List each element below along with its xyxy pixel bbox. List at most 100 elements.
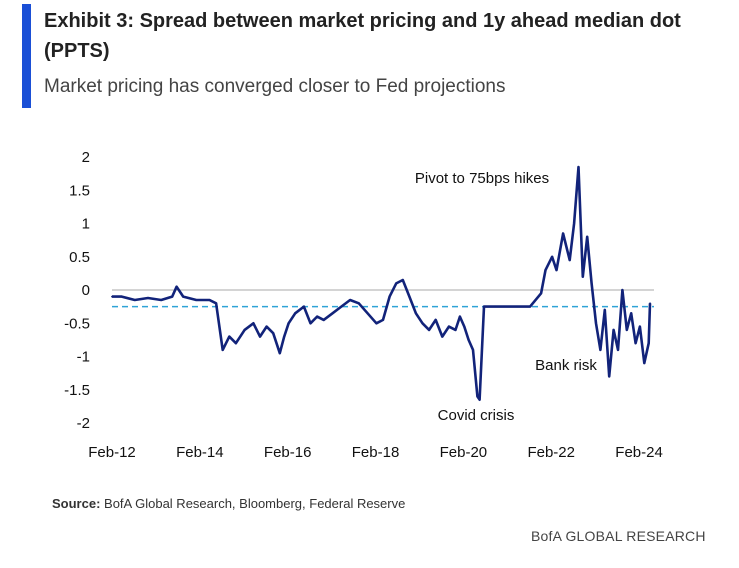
data-point — [529, 305, 532, 308]
data-point — [643, 362, 646, 365]
x-tick-label: Feb-22 — [527, 444, 575, 461]
data-point — [208, 299, 211, 301]
data-point — [647, 342, 650, 345]
data-point — [595, 322, 597, 325]
data-point — [415, 312, 417, 315]
source-note: Source: BofA Global Research, Bloomberg,… — [52, 496, 405, 511]
data-point — [160, 299, 163, 301]
data-point — [147, 297, 149, 299]
annotation-covid: Covid crisis — [438, 407, 515, 424]
data-point — [458, 315, 461, 318]
data-point — [243, 329, 246, 331]
annotation-pivot: Pivot to 75bps hikes — [415, 170, 549, 187]
data-point — [467, 338, 470, 341]
data-point — [331, 312, 334, 315]
data-point — [581, 275, 584, 278]
data-point — [120, 295, 123, 298]
data-point — [555, 269, 558, 271]
data-point — [408, 295, 411, 298]
data-point — [634, 342, 637, 345]
y-tick-label: -1.5 — [64, 382, 90, 399]
data-point — [228, 335, 231, 338]
data-point — [287, 322, 290, 325]
data-point — [175, 285, 178, 288]
data-point — [516, 305, 518, 308]
data-point — [395, 282, 398, 285]
data-point — [590, 282, 593, 285]
data-point — [630, 312, 633, 315]
accent-bar — [22, 4, 31, 108]
x-tick-label: Feb-16 — [264, 444, 312, 461]
data-point — [428, 329, 431, 331]
y-tick-label: 1.5 — [69, 182, 90, 199]
y-tick-label: -2 — [77, 415, 90, 432]
data-point — [322, 319, 325, 321]
data-point — [265, 325, 268, 328]
data-point — [447, 325, 450, 328]
data-point — [366, 312, 369, 315]
data-point — [454, 329, 457, 331]
y-tick-label: -1 — [77, 349, 90, 366]
data-point — [441, 335, 444, 338]
data-point — [303, 305, 305, 308]
data-point — [608, 375, 611, 378]
data-point — [573, 222, 575, 225]
brand-label: BofA GLOBAL RESEARCH — [531, 528, 706, 544]
source-text: BofA Global Research, Bloomberg, Federal… — [104, 496, 406, 511]
data-point — [252, 322, 255, 325]
data-point — [316, 315, 319, 318]
data-point — [340, 305, 343, 308]
data-point — [551, 255, 554, 258]
data-point — [171, 295, 174, 298]
data-point — [463, 325, 466, 328]
data-point — [111, 295, 113, 298]
data-point — [544, 269, 547, 271]
data-point — [182, 295, 185, 298]
data-point — [195, 299, 198, 301]
data-point — [283, 335, 286, 338]
data-point — [401, 279, 404, 281]
x-tick-label: Feb-20 — [440, 444, 488, 461]
data-point — [133, 299, 136, 301]
data-point — [215, 302, 217, 305]
y-tick-label: 0 — [82, 282, 90, 299]
data-point — [586, 235, 589, 238]
data-point — [483, 305, 485, 308]
x-tick-label: Feb-24 — [615, 444, 663, 461]
data-point — [375, 322, 378, 325]
data-point — [349, 299, 351, 301]
data-point — [357, 302, 360, 305]
chart-subtitle: Market pricing has converged closer to F… — [44, 76, 506, 97]
data-point — [612, 329, 615, 331]
data-point — [603, 309, 606, 311]
data-point — [617, 348, 619, 351]
data-point — [309, 322, 312, 325]
data-point — [568, 259, 571, 261]
x-tick-label: Feb-12 — [88, 444, 136, 461]
data-point — [621, 289, 624, 291]
chart-title: Exhibit 3: Spread between market pricing… — [44, 10, 681, 62]
data-point — [540, 292, 543, 295]
data-point — [639, 325, 641, 328]
annotation-bank-risk: Bank risk — [535, 357, 597, 374]
data-point — [259, 335, 261, 338]
data-point — [234, 342, 237, 345]
data-point — [599, 348, 602, 351]
data-point — [577, 166, 580, 168]
data-point — [221, 348, 224, 351]
source-label: Source: — [52, 496, 101, 511]
y-tick-label: 1 — [82, 216, 90, 233]
data-point — [562, 232, 564, 235]
data-point — [649, 302, 651, 305]
x-tick-label: Feb-18 — [352, 444, 400, 461]
data-point — [472, 348, 474, 351]
data-point — [625, 329, 628, 331]
data-point — [278, 352, 281, 355]
data-point — [382, 319, 384, 321]
data-point — [294, 312, 297, 315]
y-tick-label: -0.5 — [64, 315, 90, 332]
data-point — [421, 322, 424, 325]
data-point — [272, 332, 275, 335]
data-point — [388, 295, 391, 298]
